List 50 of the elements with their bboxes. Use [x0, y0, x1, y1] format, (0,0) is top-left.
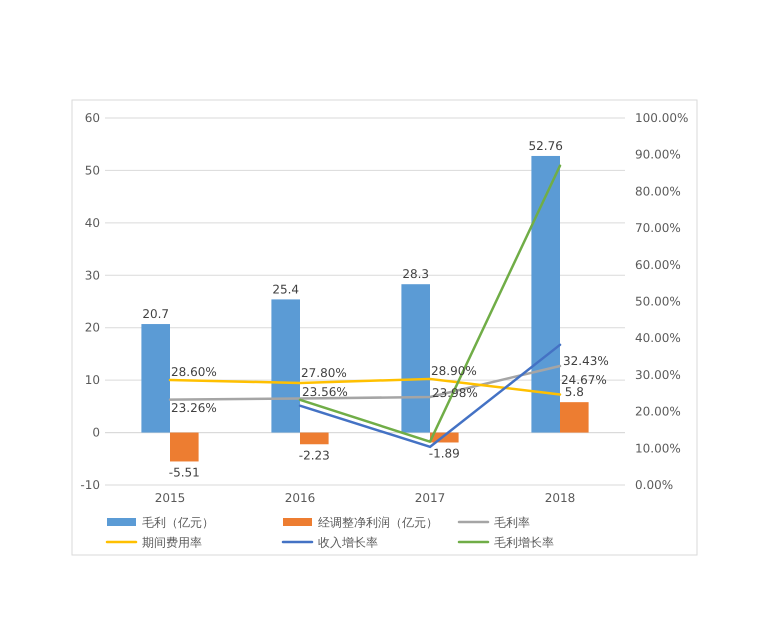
y2-tick-label: 0.00%: [635, 478, 674, 492]
x-tick-label: 2018: [544, 491, 576, 505]
data-label: 24.67%: [561, 373, 607, 387]
bar: [401, 284, 430, 433]
legend-label: 毛利（亿元）: [142, 516, 214, 530]
bar: [170, 432, 199, 462]
bar: [560, 402, 589, 433]
legend-label: 收入增长率: [318, 536, 378, 550]
data-label: 27.80%: [301, 366, 347, 380]
y-tick-label: -10: [80, 478, 100, 492]
y2-tick-label: 90.00%: [635, 148, 681, 162]
data-label: 28.60%: [171, 365, 217, 379]
data-label: 23.26%: [171, 401, 217, 415]
y-tick-label: 60: [84, 111, 100, 125]
y2-tick-label: 70.00%: [635, 221, 681, 236]
legend-label: 经调整净利润（亿元）: [318, 516, 438, 530]
y2-tick-label: 20.00%: [635, 404, 681, 419]
y-tick-label: 40: [84, 216, 100, 230]
bar: [271, 299, 300, 433]
y-tick-label: 10: [84, 373, 100, 388]
bar: [531, 156, 560, 433]
data-label: -1.89: [428, 446, 460, 460]
bar: [300, 432, 329, 444]
y2-tick-label: 50.00%: [635, 294, 681, 308]
y2-tick-label: 60.00%: [635, 258, 681, 272]
y2-tick-label: 30.00%: [635, 368, 681, 382]
data-label: 20.7: [142, 307, 170, 322]
legend-label: 期间费用率: [142, 536, 202, 550]
data-label: 28.3: [402, 267, 430, 282]
y2-tick-label: 40.00%: [635, 331, 681, 346]
data-label: -5.51: [168, 465, 200, 480]
y2-tick-label: 10.00%: [635, 441, 681, 456]
data-label: 23.56%: [302, 385, 348, 399]
x-tick-label: 2016: [284, 491, 316, 505]
y2-tick-label: 80.00%: [635, 184, 681, 198]
y-tick-label: 20: [84, 320, 100, 335]
bar: [141, 324, 170, 433]
data-label: 32.43%: [563, 354, 609, 368]
legend-label: 毛利增长率: [494, 536, 554, 550]
y2-tick-label: 100.00%: [635, 111, 688, 125]
y-tick-label: 50: [84, 163, 100, 178]
data-label: 52.76: [528, 138, 563, 153]
legend-label: 毛利率: [494, 516, 530, 530]
x-tick-label: 2015: [154, 491, 186, 505]
y-tick-label: 30: [84, 268, 100, 282]
y-tick-label: 0: [92, 426, 100, 440]
data-label: -2.23: [298, 448, 330, 462]
data-label: 25.4: [272, 282, 300, 296]
data-label: 5.8: [564, 385, 584, 400]
x-tick-label: 2017: [414, 491, 446, 505]
